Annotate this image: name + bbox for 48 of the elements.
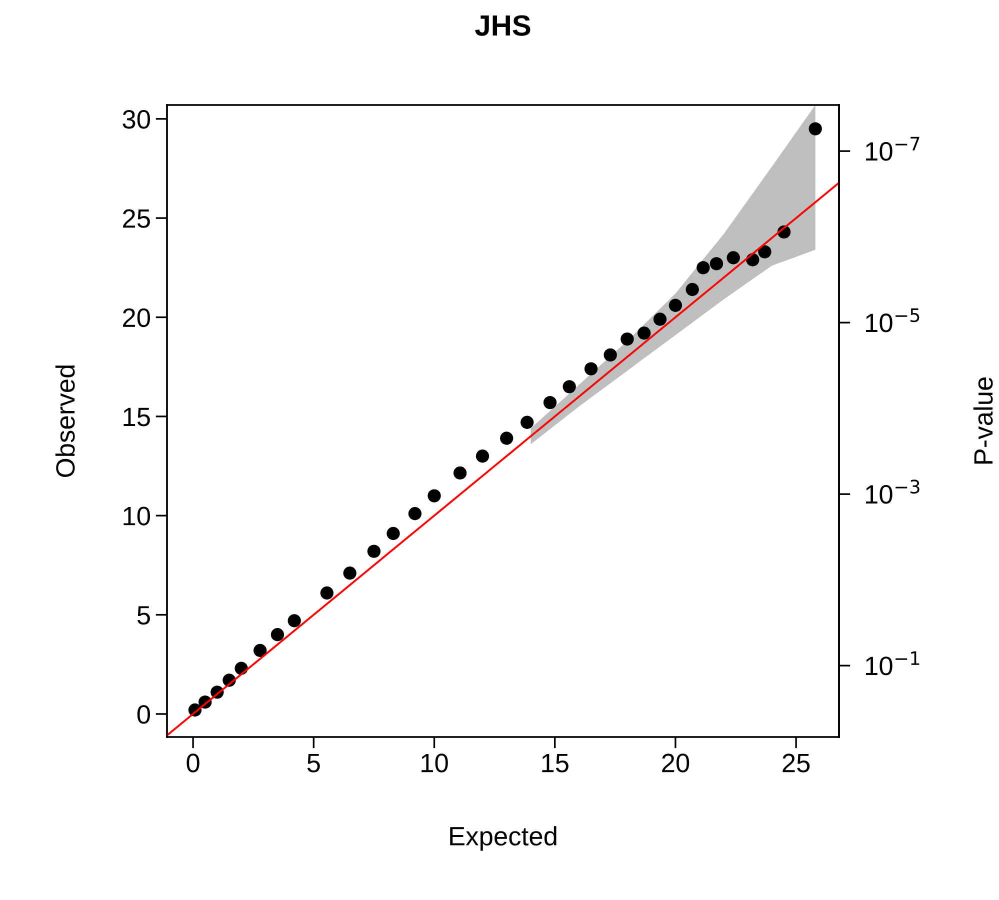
x-axis-title: Expected: [450, 826, 556, 851]
y2-tick-label: 10$^{−3}$: [866, 480, 920, 504]
point: [620, 332, 634, 346]
point: [638, 326, 651, 340]
x-tick-label: 25: [782, 754, 810, 772]
point: [288, 614, 301, 628]
point: [726, 251, 740, 264]
point: [428, 489, 441, 502]
point: [520, 416, 534, 429]
point: [758, 245, 772, 258]
y2-tick-label: 10$^{−5}$: [866, 308, 920, 332]
point: [270, 628, 284, 642]
x-tick-label: 5: [307, 754, 320, 772]
y2-tick-label: 10$^{−1}$: [866, 651, 920, 676]
point: [386, 526, 400, 540]
point: [476, 450, 490, 463]
y-axis-title: Observed: [55, 365, 75, 477]
y-tick-label: 15: [124, 408, 150, 426]
point: [254, 644, 267, 658]
x-tick-label: 20: [662, 754, 690, 772]
point: [686, 282, 699, 296]
point: [562, 380, 576, 394]
y-tick-label: 30: [122, 110, 150, 129]
point: [696, 261, 710, 274]
point: [453, 466, 467, 480]
point: [343, 566, 356, 580]
point: [320, 586, 334, 600]
point: [584, 362, 598, 376]
point: [367, 544, 381, 558]
point: [668, 298, 682, 312]
y-tick-label: 20: [123, 308, 150, 328]
point: [408, 507, 422, 520]
point: [710, 257, 724, 270]
chart-title: JHS: [475, 15, 530, 36]
y-tick-label: 0: [137, 705, 150, 724]
x-tick-label: 10: [422, 754, 448, 772]
point: [543, 396, 557, 410]
x-tick-label: 15: [542, 754, 568, 772]
point: [653, 312, 667, 326]
y-tick-label: 10: [124, 506, 150, 526]
y-tick-label: 5: [137, 606, 150, 625]
y-tick-label: 25: [123, 209, 150, 228]
point: [604, 348, 617, 362]
y2-tick-label: 10$^{−7}$: [866, 136, 920, 161]
point: [808, 122, 822, 136]
point: [500, 432, 514, 445]
y2-axis-title: P-value: [973, 377, 993, 464]
x-tick-label: 0: [186, 754, 200, 772]
